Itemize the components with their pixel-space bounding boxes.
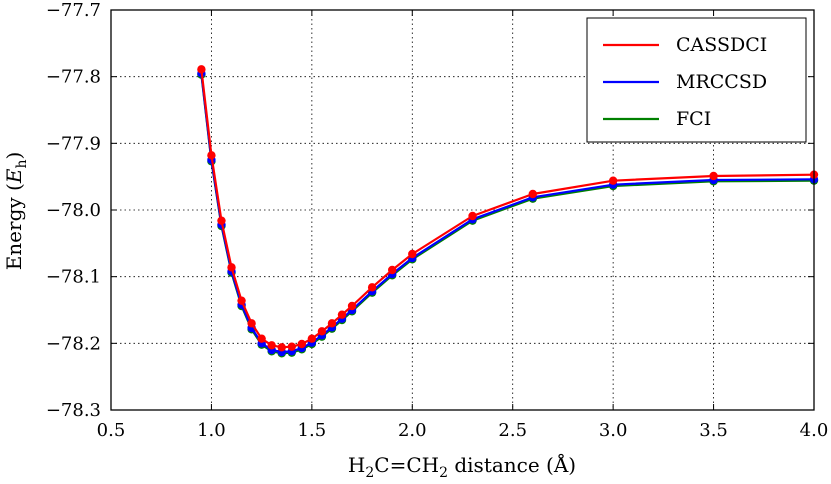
legend-box (586, 17, 807, 143)
y-axis-label-sub: h (14, 160, 30, 169)
y-tick-label: −78.2 (46, 333, 101, 354)
x-axis-label-prefix: H (348, 453, 365, 477)
data-point-cassdci (287, 342, 296, 351)
x-axis-label-middle: C=CH (374, 453, 439, 477)
data-point-cassdci (257, 334, 266, 343)
data-point-cassdci (347, 301, 357, 311)
data-point-cassdci (608, 176, 618, 185)
data-point-cassdci (277, 343, 286, 352)
y-tick-label: −78.0 (46, 200, 101, 221)
x-tick-label: 4.0 (800, 420, 829, 441)
x-tick-label: 2.0 (398, 420, 427, 441)
data-point-cassdci (297, 339, 307, 349)
axis-ticks: 0.5 1.0 1.5 2.0 2.5 3.0 3.5 4.0 −77.7 −77.8 −77.9 −… (46, 0, 828, 441)
data-point-cassdci (327, 319, 337, 328)
x-axis-label-suffix: distance (Å) (448, 452, 576, 477)
x-tick-label: 3.0 (599, 420, 628, 441)
y-axis-label-suffix: ) (2, 152, 26, 160)
legend: CASSDCI MRCCSD FCI (586, 17, 807, 143)
data-point-cassdci (709, 171, 718, 181)
data-point-cassdci (408, 249, 417, 259)
y-tick-label: −77.9 (46, 133, 101, 154)
legend-label-mrccsd: MRCCSD (676, 71, 767, 93)
y-tick-label: −77.7 (46, 0, 101, 21)
x-tick-label: 2.5 (498, 420, 527, 441)
x-tick-label: 3.5 (699, 420, 728, 441)
legend-label-fci: FCI (676, 108, 711, 130)
data-point-cassdci (317, 327, 327, 336)
series-cassdci (197, 65, 819, 352)
x-axis-label-sub2: 2 (439, 465, 448, 480)
y-axis-label-var: E (2, 168, 26, 184)
data-point-cassdci (337, 310, 347, 319)
series-layer (197, 65, 819, 358)
series-line-cassdci (200, 69, 815, 349)
data-point-cassdci (247, 319, 256, 328)
x-tick-label: 1.0 (197, 420, 226, 441)
y-axis-label: Energy (Eh) (2, 152, 30, 271)
data-point-cassdci (307, 334, 317, 343)
data-point-cassdci (227, 263, 236, 272)
y-tick-label: −78.1 (46, 267, 101, 288)
x-tick-label: 0.5 (97, 420, 126, 441)
data-point-cassdci (528, 189, 537, 199)
data-point-cassdci (217, 216, 226, 225)
data-point-cassdci (468, 211, 477, 221)
y-tick-label: −78.3 (46, 400, 101, 421)
x-axis-label-sub1: 2 (365, 465, 374, 480)
data-point-cassdci (237, 296, 246, 305)
x-tick-label: 1.5 (298, 420, 327, 441)
data-point-cassdci (267, 341, 276, 350)
y-axis-label-prefix: Energy ( (2, 183, 26, 270)
grid-lines (111, 10, 814, 410)
data-point-cassdci (367, 283, 377, 292)
legend-label-cassdci: CASSDCI (676, 34, 767, 56)
x-axis-label: H2C=CH2 distance (Å) (348, 452, 576, 480)
data-point-cassdci (388, 265, 397, 275)
data-point-cassdci (207, 151, 216, 160)
y-tick-label: −77.8 (46, 67, 101, 88)
data-point-cassdci (197, 65, 206, 74)
